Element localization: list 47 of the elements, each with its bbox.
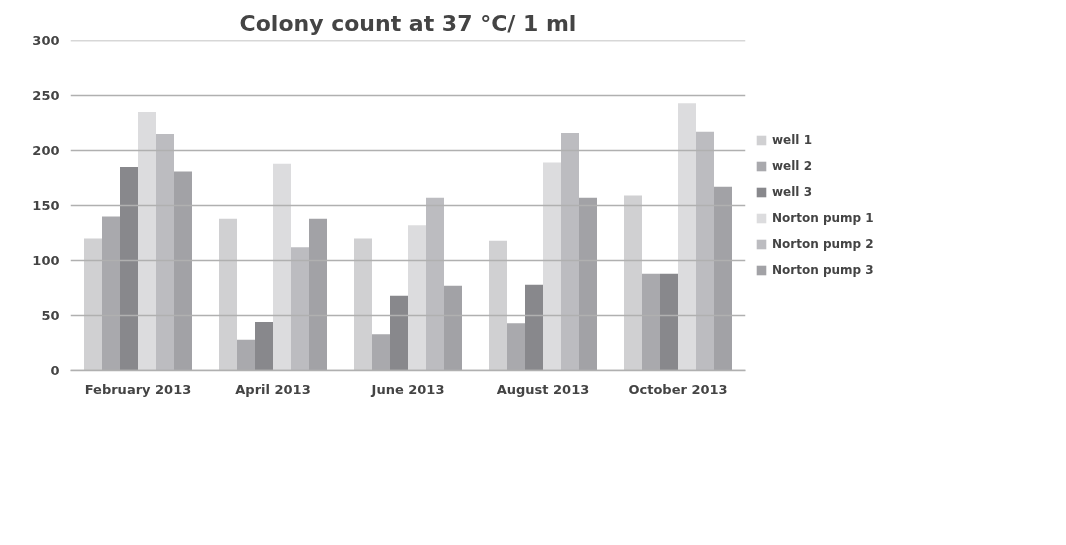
bar xyxy=(624,195,642,371)
bar xyxy=(714,186,732,371)
legend-label: Norton pump 1 xyxy=(772,211,874,225)
bar xyxy=(489,240,507,371)
bar xyxy=(525,284,543,371)
y-tick-label: 300 xyxy=(32,33,60,48)
x-tick-label: August 2013 xyxy=(496,381,590,397)
bar xyxy=(372,334,390,371)
bar xyxy=(390,295,408,371)
legend-label: well 2 xyxy=(772,159,812,173)
bar xyxy=(426,197,444,371)
legend-label: well 1 xyxy=(772,133,812,147)
x-tick-label: June 2013 xyxy=(370,381,445,397)
bar xyxy=(237,339,255,371)
bar xyxy=(354,238,372,371)
bar xyxy=(543,162,561,371)
y-tick-label: 100 xyxy=(32,253,60,268)
bar xyxy=(579,197,597,371)
bar xyxy=(309,218,327,371)
bar xyxy=(219,218,237,371)
x-tick-label: October 2013 xyxy=(628,381,728,397)
bar xyxy=(138,112,156,371)
y-tick-label: 0 xyxy=(50,363,60,378)
bar xyxy=(561,132,579,371)
bar xyxy=(84,238,102,371)
y-tick-label: 250 xyxy=(32,88,60,103)
bar xyxy=(678,103,696,371)
bar xyxy=(507,323,525,371)
y-tick-label: 150 xyxy=(32,198,60,213)
legend-label: well 3 xyxy=(772,185,812,199)
bar xyxy=(255,322,273,371)
bar xyxy=(174,171,192,371)
legend-label: Norton pump 3 xyxy=(772,263,874,277)
bar xyxy=(408,225,426,371)
chart-title: Colony count at 37 °C/ 1 ml xyxy=(239,10,577,36)
y-tick-label: 50 xyxy=(41,308,60,323)
bar xyxy=(120,167,138,371)
x-tick-label: February 2013 xyxy=(84,381,192,397)
bar xyxy=(156,134,174,371)
bar xyxy=(444,285,462,371)
legend-label: Norton pump 2 xyxy=(772,237,874,251)
x-tick-label: April 2013 xyxy=(235,381,311,397)
y-tick-label: 200 xyxy=(32,143,60,158)
bar xyxy=(273,163,291,371)
bar xyxy=(696,131,714,371)
bar xyxy=(291,247,309,371)
bar xyxy=(660,273,678,371)
